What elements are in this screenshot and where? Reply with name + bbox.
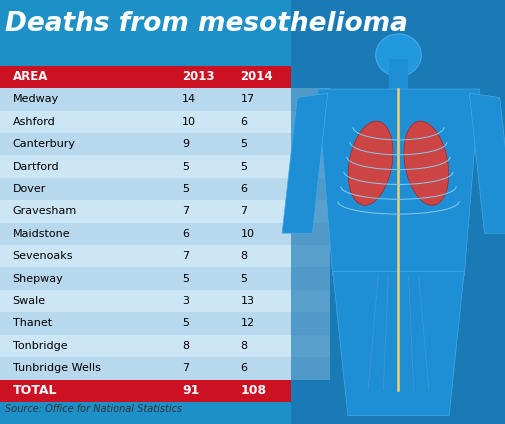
Text: Shepway: Shepway [13, 273, 63, 284]
Text: Canterbury: Canterbury [13, 139, 76, 149]
Bar [290, 268, 329, 290]
Bar [290, 312, 329, 335]
Text: Deaths from mesothelioma: Deaths from mesothelioma [5, 11, 407, 36]
Bar [0, 312, 290, 335]
Text: 7: 7 [182, 206, 189, 216]
Bar [0, 223, 290, 245]
Bar [290, 335, 329, 357]
Text: 2013: 2013 [182, 70, 214, 84]
Text: Source: Office for National Statistics: Source: Office for National Statistics [5, 404, 182, 414]
Text: 6: 6 [240, 117, 247, 127]
Polygon shape [469, 93, 505, 233]
Text: 8: 8 [240, 251, 247, 261]
Text: 6: 6 [240, 184, 247, 194]
Bar [0, 200, 290, 223]
Text: 7: 7 [182, 363, 189, 373]
Polygon shape [317, 89, 479, 276]
Text: Maidstone: Maidstone [13, 229, 70, 239]
Ellipse shape [403, 121, 448, 205]
Text: 5: 5 [182, 273, 189, 284]
Text: Gravesham: Gravesham [13, 206, 77, 216]
Text: 5: 5 [240, 139, 247, 149]
Ellipse shape [375, 34, 420, 76]
Text: 13: 13 [240, 296, 254, 306]
Text: 5: 5 [182, 318, 189, 329]
Text: 14: 14 [182, 95, 196, 104]
Bar [0, 133, 290, 155]
Bar [290, 200, 329, 223]
Text: Ashford: Ashford [13, 117, 55, 127]
Bar [0, 290, 290, 312]
Bar [0, 178, 290, 200]
Bar [290, 223, 329, 245]
Polygon shape [282, 93, 327, 233]
Bar [389, 59, 407, 89]
Text: 5: 5 [240, 273, 247, 284]
Bar [0, 66, 290, 88]
Text: Dartford: Dartford [13, 162, 59, 172]
Text: 10: 10 [240, 229, 254, 239]
Text: Medway: Medway [13, 95, 59, 104]
Bar [290, 245, 329, 268]
Bar [290, 357, 329, 379]
Text: Thanet: Thanet [13, 318, 52, 329]
Text: AREA: AREA [13, 70, 48, 84]
Bar [0, 379, 290, 402]
Text: TOTAL: TOTAL [13, 384, 57, 397]
Text: 5: 5 [240, 162, 247, 172]
Bar [290, 178, 329, 200]
Bar [0, 357, 290, 379]
Text: 6: 6 [240, 363, 247, 373]
Text: 5: 5 [182, 162, 189, 172]
Ellipse shape [347, 121, 392, 205]
Text: Dover: Dover [13, 184, 46, 194]
Bar [290, 88, 329, 111]
Bar [290, 111, 329, 133]
Text: 108: 108 [240, 384, 266, 397]
Text: 3: 3 [182, 296, 189, 306]
Text: Tonbridge: Tonbridge [13, 341, 67, 351]
Polygon shape [332, 271, 464, 416]
Text: 8: 8 [182, 341, 189, 351]
Bar [290, 133, 329, 155]
Bar [0, 268, 290, 290]
Bar [0, 155, 290, 178]
Text: 5: 5 [182, 184, 189, 194]
Text: 2014: 2014 [240, 70, 272, 84]
Text: 9: 9 [182, 139, 189, 149]
Bar [290, 290, 329, 312]
Text: 6: 6 [182, 229, 189, 239]
Text: Swale: Swale [13, 296, 45, 306]
Text: 7: 7 [182, 251, 189, 261]
Bar [290, 0, 505, 424]
Text: 12: 12 [240, 318, 254, 329]
Bar [290, 155, 329, 178]
Text: 8: 8 [240, 341, 247, 351]
Text: 10: 10 [182, 117, 196, 127]
Bar [0, 111, 290, 133]
Bar [0, 335, 290, 357]
Bar [0, 245, 290, 268]
Text: Sevenoaks: Sevenoaks [13, 251, 73, 261]
Text: 17: 17 [240, 95, 254, 104]
Text: 7: 7 [240, 206, 247, 216]
Text: 91: 91 [182, 384, 199, 397]
Text: Tunbridge Wells: Tunbridge Wells [13, 363, 100, 373]
Bar [0, 88, 290, 111]
